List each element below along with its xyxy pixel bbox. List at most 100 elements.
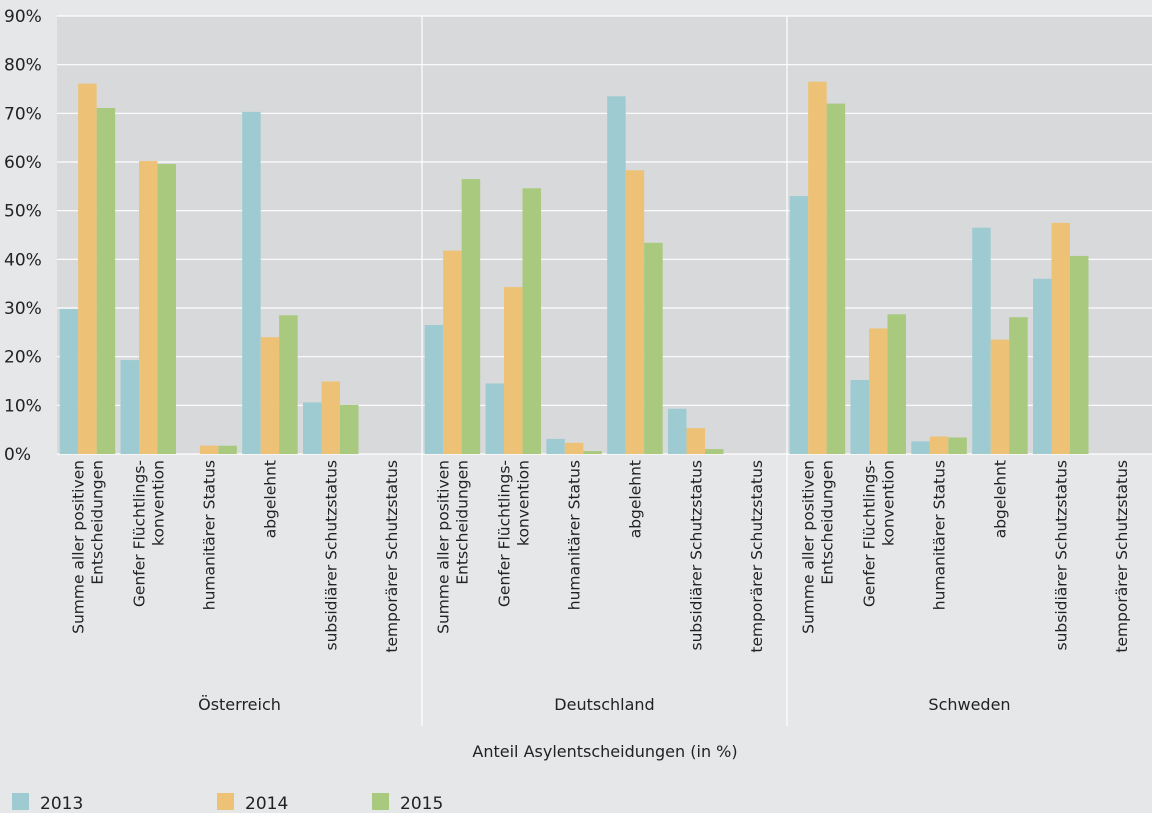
category-label-line: konvention	[149, 460, 167, 546]
bar	[644, 242, 663, 454]
gridlines	[57, 15, 1152, 455]
category-label-line: Entscheidungen	[88, 460, 106, 585]
category-label-line: abgelehnt	[626, 460, 644, 538]
category-label-line: humanitärer Status	[566, 460, 584, 610]
category-label: Genfer Flüchtlings-konvention	[860, 460, 897, 607]
category-label: abgelehnt	[626, 460, 644, 538]
bar	[218, 445, 237, 454]
bar	[157, 163, 176, 455]
category-label: temporärer Schutzstatus	[383, 460, 401, 653]
y-tick-label: 50%	[4, 202, 42, 222]
category-label-line: humanitärer Status	[931, 460, 949, 610]
category-label-line: abgelehnt	[991, 460, 1009, 538]
legend-label: 2013	[40, 794, 83, 813]
bar	[120, 360, 139, 454]
category-label-line: Summe aller positiven	[69, 460, 87, 634]
category-label-line: Entscheidungen	[453, 460, 471, 585]
group-label: Schweden	[928, 695, 1010, 714]
category-label: Summe aller positiven Entscheidungen	[434, 460, 471, 634]
category-label: abgelehnt	[991, 460, 1009, 538]
bar	[990, 339, 1010, 454]
group-dividers	[421, 16, 788, 726]
bar	[789, 196, 809, 455]
y-tick-label: 70%	[4, 104, 42, 124]
bar	[321, 381, 340, 454]
bar	[808, 81, 827, 454]
bar	[583, 451, 602, 454]
category-label-line: Genfer Flüchtlings-	[860, 460, 878, 607]
bar	[78, 83, 97, 454]
category-label-line: subsidiärer Schutzstatus	[687, 460, 705, 650]
category-label: subsidiärer Schutzstatus	[687, 460, 705, 650]
category-label: Genfer Flüchtlings-konvention	[495, 460, 532, 607]
legend-swatch	[217, 793, 234, 810]
bar	[911, 441, 930, 454]
category-label-line: temporärer Schutzstatus	[748, 460, 766, 653]
y-tick-label: 40%	[4, 250, 42, 270]
category-label-line: subsidiärer Schutzstatus	[1052, 460, 1070, 650]
bar	[1070, 255, 1089, 454]
category-label-line: Summe aller positiven	[434, 460, 452, 634]
y-tick-label: 60%	[4, 153, 42, 173]
bar	[1009, 317, 1028, 454]
y-tick-label: 10%	[4, 396, 42, 416]
category-label-line: konvention	[879, 460, 897, 546]
bar	[260, 337, 280, 454]
category-label: temporärer Schutzstatus	[1113, 460, 1131, 653]
bar	[279, 315, 298, 454]
category-label: Summe aller positiven Entscheidungen	[799, 460, 836, 634]
bar	[139, 161, 158, 454]
y-axis-ticks: 0% 10% 20% 30% 40% 50% 60% 70% 80% 90%	[4, 7, 42, 465]
category-label-line: Genfer Flüchtlings-	[130, 460, 148, 607]
category-label: subsidiärer Schutzstatus	[322, 460, 340, 650]
category-label: humanitärer Status	[201, 460, 219, 610]
y-tick-label: 0%	[4, 445, 31, 465]
category-label-line: subsidiärer Schutzstatus	[322, 460, 340, 650]
bar	[887, 314, 906, 454]
bar	[972, 227, 991, 454]
bar	[625, 170, 645, 455]
bar	[607, 96, 626, 455]
category-label-line: abgelehnt	[261, 460, 279, 538]
category-label-line: Genfer Flüchtlings-	[495, 460, 513, 607]
category-label-line: Entscheidungen	[818, 460, 836, 585]
bar	[96, 107, 116, 454]
category-label-line: temporärer Schutzstatus	[383, 460, 401, 653]
group-label: Deutschland	[554, 695, 654, 714]
category-label-line: Summe aller positiven	[799, 460, 817, 634]
legend-swatch	[372, 793, 389, 810]
bar	[564, 442, 584, 454]
bar	[948, 437, 967, 454]
bar	[668, 408, 687, 454]
bar	[686, 428, 705, 454]
group-labels: Österreich Deutschland Schweden	[198, 695, 1010, 714]
category-label-line: konvention	[514, 460, 532, 546]
bar	[242, 111, 261, 454]
bar	[546, 438, 565, 454]
bar	[443, 250, 462, 454]
group-label: Österreich	[198, 695, 281, 714]
category-label: abgelehnt	[261, 460, 279, 538]
y-tick-label: 30%	[4, 299, 42, 319]
bar	[826, 103, 846, 454]
category-label: humanitärer Status	[931, 460, 949, 610]
bar	[1051, 222, 1070, 454]
category-label-line: humanitärer Status	[201, 460, 219, 610]
bar	[850, 380, 869, 454]
y-tick-label: 20%	[4, 348, 42, 368]
category-label-line: temporärer Schutzstatus	[1113, 460, 1131, 653]
y-tick-label: 80%	[4, 56, 42, 76]
bar	[1033, 278, 1052, 454]
bar	[199, 445, 219, 454]
bar	[522, 188, 541, 454]
bar	[869, 328, 888, 454]
bar	[485, 383, 504, 454]
bar	[303, 402, 322, 454]
legend-label: 2014	[245, 794, 288, 813]
category-label: humanitärer Status	[566, 460, 584, 610]
bar	[929, 436, 949, 454]
category-label: subsidiärer Schutzstatus	[1052, 460, 1070, 650]
bars	[59, 81, 1089, 455]
legend: 2013 2014 2015	[12, 793, 443, 813]
bar	[461, 179, 481, 455]
